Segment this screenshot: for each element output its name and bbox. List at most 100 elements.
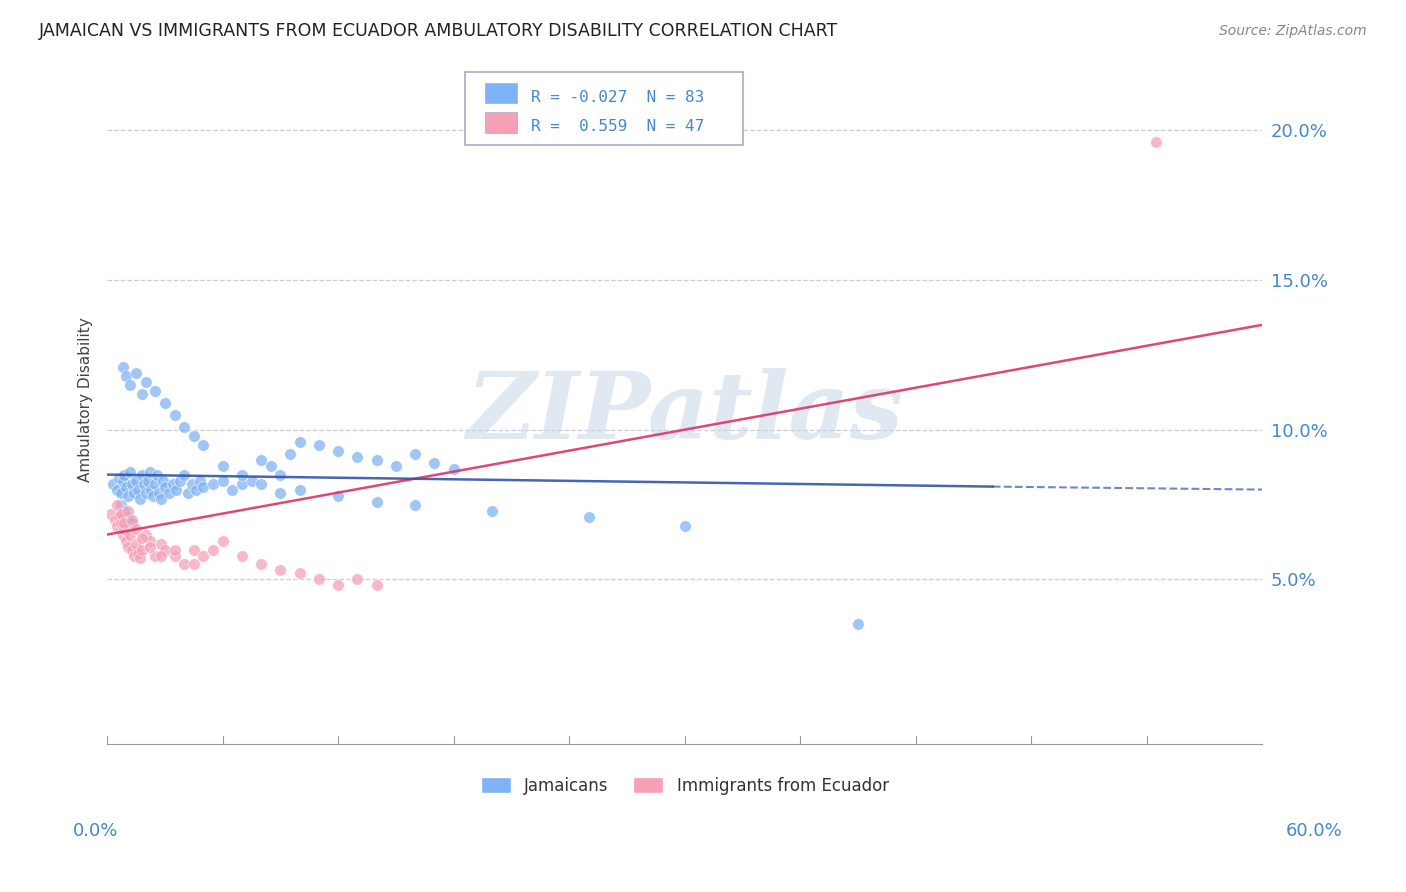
Point bbox=[110, 485, 132, 500]
Point bbox=[211, 458, 233, 473]
Point bbox=[346, 450, 368, 464]
Point bbox=[173, 419, 195, 434]
Point bbox=[146, 467, 169, 482]
Point bbox=[404, 498, 426, 512]
Point bbox=[443, 461, 465, 475]
Point bbox=[846, 617, 869, 632]
Point bbox=[132, 476, 155, 491]
Point bbox=[150, 536, 173, 550]
Point bbox=[404, 447, 426, 461]
Point bbox=[193, 480, 215, 494]
Point bbox=[121, 512, 143, 526]
Point bbox=[366, 452, 388, 467]
Point bbox=[221, 483, 243, 497]
Point bbox=[110, 507, 132, 521]
Point bbox=[131, 386, 153, 401]
Point bbox=[115, 368, 138, 383]
Point bbox=[173, 467, 195, 482]
Point bbox=[110, 516, 132, 530]
Point bbox=[184, 483, 207, 497]
Text: 60.0%: 60.0% bbox=[1286, 822, 1343, 840]
Point bbox=[143, 476, 166, 491]
Point bbox=[107, 470, 129, 484]
Point bbox=[173, 558, 195, 572]
Point bbox=[152, 474, 174, 488]
Point bbox=[138, 540, 160, 554]
Point bbox=[180, 476, 202, 491]
Point bbox=[105, 483, 128, 497]
Point bbox=[183, 542, 205, 557]
Point bbox=[136, 474, 159, 488]
Point bbox=[131, 467, 153, 482]
Text: 0.0%: 0.0% bbox=[73, 822, 118, 840]
Point bbox=[193, 549, 215, 563]
Point bbox=[269, 564, 291, 578]
Point bbox=[163, 408, 186, 422]
Point bbox=[183, 428, 205, 442]
Point bbox=[141, 483, 163, 497]
Point bbox=[115, 533, 138, 548]
Point bbox=[127, 545, 149, 559]
Point bbox=[148, 485, 170, 500]
Point bbox=[183, 558, 205, 572]
FancyBboxPatch shape bbox=[465, 72, 742, 145]
Point bbox=[127, 483, 149, 497]
Point bbox=[143, 549, 166, 563]
Point bbox=[150, 491, 173, 506]
Point bbox=[120, 527, 142, 541]
Point bbox=[288, 434, 311, 449]
Point bbox=[125, 474, 148, 488]
Point bbox=[288, 483, 311, 497]
Point bbox=[250, 558, 273, 572]
Point bbox=[125, 366, 148, 380]
Point bbox=[231, 467, 253, 482]
Point bbox=[328, 578, 350, 592]
Point bbox=[231, 549, 253, 563]
Point bbox=[163, 549, 186, 563]
Point bbox=[101, 476, 124, 491]
Text: R = -0.027  N = 83: R = -0.027 N = 83 bbox=[531, 90, 704, 105]
Point bbox=[328, 443, 350, 458]
Point bbox=[105, 498, 128, 512]
Point bbox=[288, 566, 311, 581]
Point bbox=[117, 540, 139, 554]
Point bbox=[128, 551, 150, 566]
Point bbox=[162, 476, 184, 491]
Point bbox=[100, 507, 122, 521]
Point bbox=[117, 509, 139, 524]
Point bbox=[328, 489, 350, 503]
Point bbox=[135, 485, 157, 500]
Point bbox=[110, 498, 132, 512]
Point bbox=[138, 533, 160, 548]
Point bbox=[269, 467, 291, 482]
Point bbox=[1146, 135, 1168, 149]
Point bbox=[673, 518, 696, 533]
Point bbox=[231, 476, 253, 491]
Point bbox=[308, 437, 330, 451]
Point bbox=[250, 452, 273, 467]
Point bbox=[128, 491, 150, 506]
Y-axis label: Ambulatory Disability: Ambulatory Disability bbox=[79, 318, 93, 482]
Point bbox=[166, 483, 188, 497]
Point bbox=[121, 542, 143, 557]
Text: R =  0.559  N = 47: R = 0.559 N = 47 bbox=[531, 119, 704, 134]
Point bbox=[142, 489, 165, 503]
Point bbox=[114, 516, 136, 530]
Point bbox=[481, 503, 503, 517]
Point bbox=[125, 536, 148, 550]
Point bbox=[150, 549, 173, 563]
FancyBboxPatch shape bbox=[485, 83, 517, 103]
Point bbox=[122, 549, 145, 563]
Text: JAMAICAN VS IMMIGRANTS FROM ECUADOR AMBULATORY DISABILITY CORRELATION CHART: JAMAICAN VS IMMIGRANTS FROM ECUADOR AMBU… bbox=[39, 22, 838, 40]
Point bbox=[111, 474, 134, 488]
Point bbox=[122, 485, 145, 500]
Point bbox=[120, 465, 142, 479]
Point bbox=[269, 485, 291, 500]
Point bbox=[117, 503, 139, 517]
Point bbox=[385, 458, 408, 473]
Point bbox=[111, 527, 134, 541]
Point bbox=[163, 542, 186, 557]
Point bbox=[578, 509, 600, 524]
Point bbox=[121, 476, 143, 491]
Point bbox=[107, 509, 129, 524]
